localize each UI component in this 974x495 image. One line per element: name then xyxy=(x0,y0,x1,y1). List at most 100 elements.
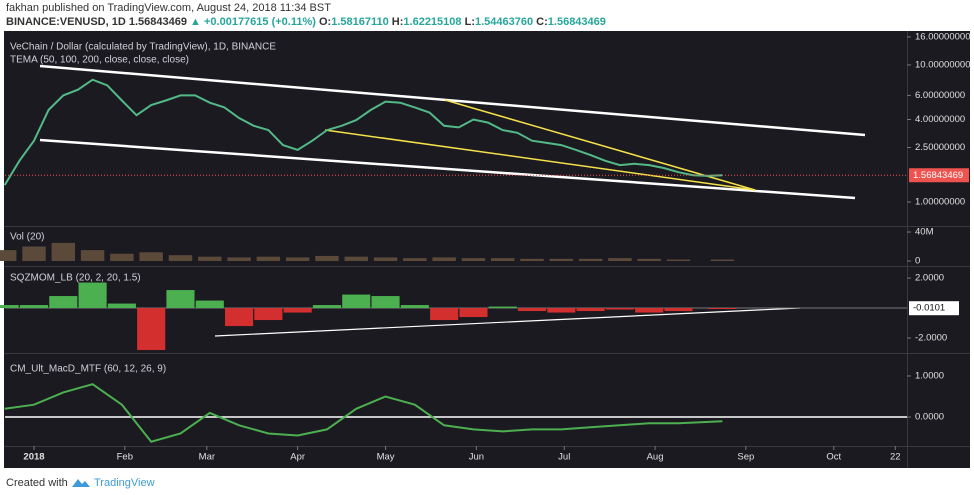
y-tick-label: 40M xyxy=(915,227,934,238)
momentum-bar xyxy=(0,305,19,309)
volume-bar xyxy=(432,257,456,262)
x-tick-label: Feb xyxy=(117,452,133,463)
y-tick-label: 6.00000000 xyxy=(915,90,965,101)
momentum-bar xyxy=(283,308,312,313)
x-tick-label: Aug xyxy=(647,452,664,463)
momentum-bar xyxy=(400,305,429,309)
ohlc-label: L: xyxy=(465,16,475,28)
x-tick-label: Mar xyxy=(199,452,215,463)
momentum-bar xyxy=(225,308,254,327)
volume-bar xyxy=(578,258,603,262)
momentum-bar xyxy=(49,296,78,309)
volume-bar xyxy=(139,252,163,262)
publisher: fakhan published on TradingView.com, Aug… xyxy=(6,2,331,14)
chart-background xyxy=(4,31,970,468)
x-tick-label: Jun xyxy=(469,452,484,463)
footer-text: Created with xyxy=(6,477,68,489)
momentum-bar xyxy=(576,308,605,312)
volume-bar xyxy=(520,258,544,262)
volume-bar xyxy=(256,256,281,262)
trend-line xyxy=(39,64,866,137)
x-tick-label: Oct xyxy=(826,452,841,463)
volume-bar xyxy=(80,250,105,262)
y-tick-label: 1.00000000 xyxy=(915,197,965,208)
y-tick-label: -2.0000 xyxy=(915,333,947,344)
price-line xyxy=(4,383,723,443)
last: 1.56843469 xyxy=(129,16,187,28)
volume-bar xyxy=(403,258,427,262)
change: ▲ +0.00177615 (+0.11%) xyxy=(190,16,316,28)
volume-bar xyxy=(461,258,486,262)
momentum-bar xyxy=(517,308,547,312)
volume-bar xyxy=(549,258,574,262)
volume-bar xyxy=(344,256,368,262)
x-tick-label: May xyxy=(377,452,395,463)
ohlc-value: 1.58167110 xyxy=(331,16,389,28)
momentum-bar xyxy=(708,308,737,310)
momentum-bar xyxy=(137,308,166,351)
y-tick-label: 1.0000 xyxy=(915,370,944,381)
last-price-box xyxy=(909,168,969,183)
momentum-bar xyxy=(459,308,488,318)
ohlc-value: 1.54463760 xyxy=(475,16,533,28)
momentum-bar xyxy=(635,308,664,313)
volume-bar xyxy=(0,250,17,262)
symbol: BINANCE:VENUSD, 1D xyxy=(6,16,126,28)
y-tick-label: 2.0000 xyxy=(915,273,944,284)
volume-bar xyxy=(315,255,339,262)
ohlc-value: 1.62215108 xyxy=(403,16,461,28)
trend-line xyxy=(39,138,856,200)
footer-brand[interactable]: TradingView xyxy=(94,477,155,489)
trend-line xyxy=(324,129,756,191)
momentum-bar xyxy=(605,308,634,310)
x-tick-label: Sep xyxy=(737,452,754,463)
last-value-box xyxy=(909,301,959,316)
ohlc-label: O: xyxy=(319,16,331,28)
x-tick-label: 2018 xyxy=(23,452,44,463)
momentum-bar xyxy=(664,308,693,312)
volume-bar xyxy=(710,259,735,262)
y-tick-label: 0 xyxy=(915,256,920,267)
volume-bar xyxy=(373,257,398,262)
momentum-bar xyxy=(430,308,459,321)
drawings xyxy=(39,64,866,337)
pane-subtitle: TEMA (50, 100, 200, close, close, close) xyxy=(10,55,189,66)
ohlc-value: 1.56843469 xyxy=(548,16,606,28)
momentum-bar xyxy=(312,305,342,309)
volume-bar xyxy=(22,246,46,262)
quote: BINANCE:VENUSD, 1D 1.56843469 ▲ +0.00177… xyxy=(6,16,606,28)
last-value-label: -0.0101 xyxy=(913,303,945,314)
pane-title: VeChain / Dollar (calculated by TradingV… xyxy=(10,42,276,53)
momentum-bar xyxy=(342,294,371,309)
volume-bar xyxy=(168,255,193,262)
momentum-bar xyxy=(195,300,224,309)
volume-bar xyxy=(51,242,76,262)
volume-bar xyxy=(637,258,661,262)
momentum-bar xyxy=(107,303,136,309)
momentum-bar xyxy=(78,282,107,309)
y-tick-label: 16.00000000 xyxy=(915,31,970,42)
x-tick-label: 22 xyxy=(890,452,901,463)
momentum-bar xyxy=(166,290,195,309)
y-tick-label: 0.0000 xyxy=(915,412,944,423)
pane-title: CM_Ult_MacD_MTF (60, 12, 26, 9) xyxy=(10,364,166,375)
momentum-bar xyxy=(254,308,283,321)
volume-bar xyxy=(666,259,691,262)
volume-bar xyxy=(227,257,251,262)
pane-title: Vol (20) xyxy=(10,232,44,243)
last-price-label: 1.56843469 xyxy=(913,170,963,181)
ohlc-label: C: xyxy=(536,16,548,28)
volume-bar xyxy=(110,253,134,262)
volume-bar xyxy=(491,258,515,262)
momentum-bar xyxy=(371,296,400,309)
logo xyxy=(72,479,90,487)
x-tick-label: Jul xyxy=(558,452,570,463)
momentum-bar xyxy=(19,305,49,309)
pane-title: SQZMOM_LB (20, 2, 20, 1.5) xyxy=(10,273,141,284)
pane-separators xyxy=(4,31,970,468)
y-tick-label: 4.00000000 xyxy=(915,114,965,125)
ohlc-label: H: xyxy=(392,16,404,28)
trend-line xyxy=(214,307,801,337)
momentum-bar xyxy=(547,308,576,313)
